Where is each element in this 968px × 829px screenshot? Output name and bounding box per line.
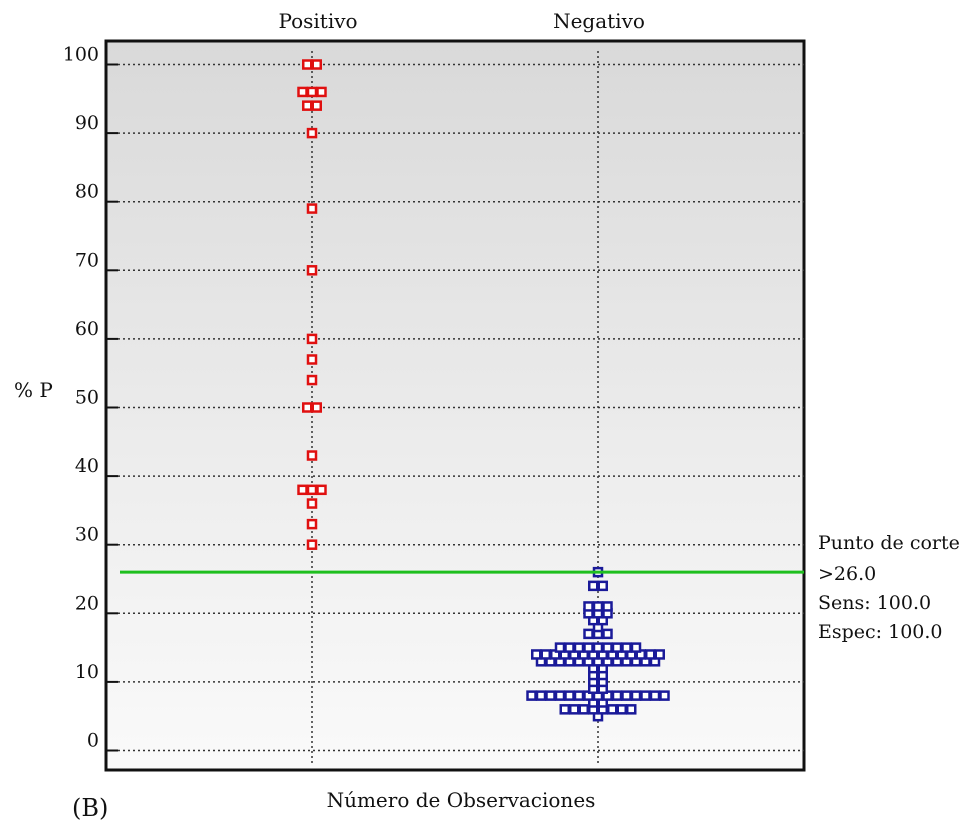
y-tick-label: 0	[87, 730, 99, 752]
data-point	[297, 484, 308, 496]
data-point	[621, 690, 632, 701]
data-point	[630, 642, 642, 653]
data-point	[592, 601, 604, 612]
data-point	[659, 690, 670, 701]
data-point	[306, 539, 318, 550]
data-point	[621, 642, 632, 653]
data-point	[649, 690, 661, 701]
y-tick-label: 60	[75, 318, 99, 340]
data-point	[540, 649, 551, 660]
data-point	[316, 484, 327, 496]
data-point	[302, 100, 313, 111]
data-point	[535, 690, 547, 701]
data-point	[654, 649, 665, 660]
y-tick-label: 70	[75, 249, 99, 271]
cutoff-specificity: Espec: 100.0	[818, 621, 943, 643]
data-point	[311, 100, 322, 111]
data-point	[640, 690, 651, 701]
data-point	[306, 203, 318, 214]
data-point	[583, 628, 594, 640]
data-point	[611, 642, 623, 653]
data-point	[306, 450, 318, 461]
data-point	[592, 642, 604, 653]
data-point	[306, 354, 318, 365]
data-point	[302, 59, 313, 70]
data-point	[602, 642, 613, 653]
data-point	[559, 704, 570, 715]
x-axis-label: Número de Observaciones	[327, 788, 596, 812]
data-point	[583, 642, 594, 653]
data-point	[316, 86, 327, 98]
data-point	[297, 86, 308, 98]
data-point	[630, 690, 642, 701]
data-point	[306, 518, 318, 530]
y-tick-label: 50	[75, 387, 99, 409]
data-point	[311, 402, 322, 413]
data-point	[611, 690, 623, 701]
category-label-negativo: Negativo	[553, 9, 645, 33]
y-axis-label: % P	[14, 378, 53, 402]
data-point	[306, 127, 318, 139]
data-point	[597, 580, 608, 592]
data-point	[645, 649, 656, 660]
cutoff-sensitivity: Sens: 100.0	[818, 592, 931, 614]
y-tick-label: 100	[63, 44, 99, 66]
data-point	[588, 580, 599, 592]
cutoff-threshold: >26.0	[818, 563, 876, 585]
y-tick-label: 40	[75, 455, 99, 477]
y-tick-label: 90	[75, 112, 99, 134]
data-point	[573, 642, 585, 653]
data-point	[306, 333, 318, 345]
y-axis-ticks: 0 10 20 30 40 50 60 70 80 90 100	[63, 44, 118, 752]
data-point	[564, 642, 575, 653]
data-point	[616, 704, 627, 715]
panel-label: (B)	[72, 794, 108, 822]
data-point	[531, 649, 542, 660]
y-tick-label: 80	[75, 181, 99, 203]
data-point	[573, 690, 585, 701]
data-point	[545, 690, 556, 701]
data-point	[526, 690, 537, 701]
data-point	[602, 601, 613, 612]
category-label-positivo: Positivo	[278, 9, 357, 33]
y-tick-label: 30	[75, 524, 99, 546]
data-point	[311, 59, 322, 70]
data-point	[302, 402, 313, 413]
plot-area	[104, 39, 806, 772]
points-layer	[297, 59, 670, 722]
data-point	[306, 484, 318, 496]
data-point	[554, 642, 566, 653]
data-point	[602, 628, 613, 640]
y-tick-label: 20	[75, 592, 99, 614]
data-point	[554, 690, 566, 701]
data-point	[583, 601, 594, 612]
data-point	[306, 86, 318, 98]
data-point	[607, 704, 618, 715]
data-point	[564, 690, 575, 701]
data-point	[578, 704, 589, 715]
data-point	[306, 498, 318, 509]
data-point	[569, 704, 580, 715]
data-point	[306, 374, 318, 386]
y-tick-label: 10	[75, 661, 99, 683]
cutoff-title: Punto de corte	[818, 532, 960, 554]
data-point	[626, 704, 637, 715]
data-point	[306, 265, 318, 276]
